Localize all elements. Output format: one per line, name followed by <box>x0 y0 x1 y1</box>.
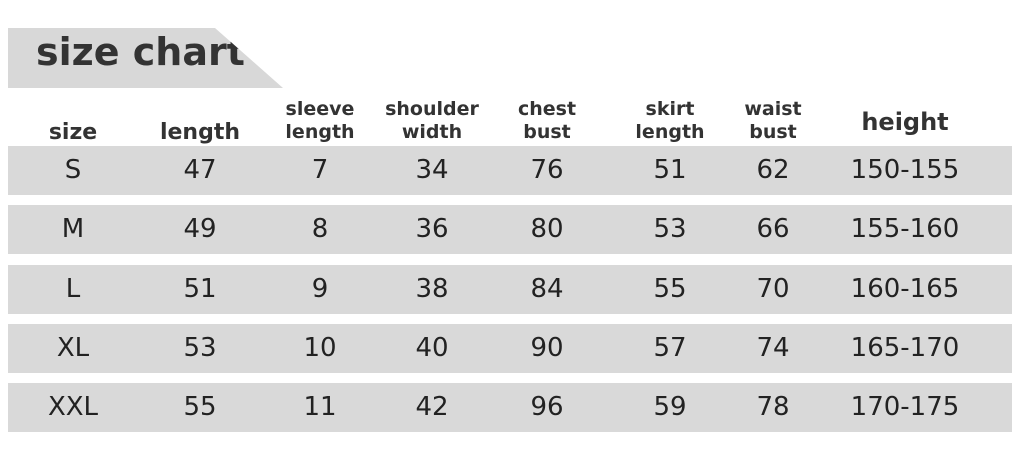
column-header: skirt length <box>635 98 705 143</box>
table-cell: 51 <box>183 274 217 304</box>
table-cell: 80 <box>530 214 564 244</box>
table-cell: 57 <box>653 333 687 363</box>
table-cell: 66 <box>756 214 790 244</box>
table-cell: S <box>64 155 82 185</box>
table-cell: 84 <box>530 274 564 304</box>
table-cell: 36 <box>415 214 449 244</box>
table-cell: 53 <box>183 333 217 363</box>
column-header: height <box>861 108 949 136</box>
table-cell: 11 <box>303 392 337 422</box>
table-cell: 62 <box>756 155 790 185</box>
column-header: waist bust <box>744 98 802 143</box>
table-cell: 160-165 <box>850 274 960 304</box>
table-cell: 34 <box>415 155 449 185</box>
table-cell: 40 <box>415 333 449 363</box>
table-row: XL 53 10 40 90 57 74 165-170 <box>8 324 1012 373</box>
table-cell: 165-170 <box>850 333 960 363</box>
title-badge: size chart <box>8 28 283 88</box>
column-header: size <box>48 120 98 145</box>
table-cell: 90 <box>530 333 564 363</box>
table-row: M 49 8 36 80 53 66 155-160 <box>8 205 1012 254</box>
table-cell: 38 <box>415 274 449 304</box>
table-cell: 59 <box>653 392 687 422</box>
table-cell: 10 <box>303 333 337 363</box>
table-cell: 78 <box>756 392 790 422</box>
table-cell: 70 <box>756 274 790 304</box>
table-cell: 53 <box>653 214 687 244</box>
table-cell: 150-155 <box>850 155 960 185</box>
table-cell: 55 <box>653 274 687 304</box>
table-cell: M <box>61 214 85 244</box>
table-cell: 9 <box>311 274 329 304</box>
table-row: S 47 7 34 76 51 62 150-155 <box>8 146 1012 195</box>
table-cell: XXL <box>47 392 99 422</box>
table-cell: XL <box>56 333 90 363</box>
column-header: shoulder width <box>385 98 479 143</box>
table-cell: 47 <box>183 155 217 185</box>
table-cell: 155-160 <box>850 214 960 244</box>
table-cell: 96 <box>530 392 564 422</box>
page-title: size chart <box>36 30 245 74</box>
table-cell: 51 <box>653 155 687 185</box>
table-cell: 42 <box>415 392 449 422</box>
table-cell: 8 <box>311 214 329 244</box>
table-cell: L <box>65 274 81 304</box>
table-cell: 49 <box>183 214 217 244</box>
table-cell: 7 <box>311 155 329 185</box>
table-cell: 170-175 <box>850 392 960 422</box>
table-row: XXL 55 11 42 96 59 78 170-175 <box>8 383 1012 432</box>
table-row: L 51 9 38 84 55 70 160-165 <box>8 265 1012 314</box>
table-cell: 74 <box>756 333 790 363</box>
table-cell: 55 <box>183 392 217 422</box>
column-header: length <box>159 120 241 145</box>
table-cell: 76 <box>530 155 564 185</box>
column-header: chest bust <box>517 98 577 143</box>
column-header: sleeve length <box>285 98 355 143</box>
